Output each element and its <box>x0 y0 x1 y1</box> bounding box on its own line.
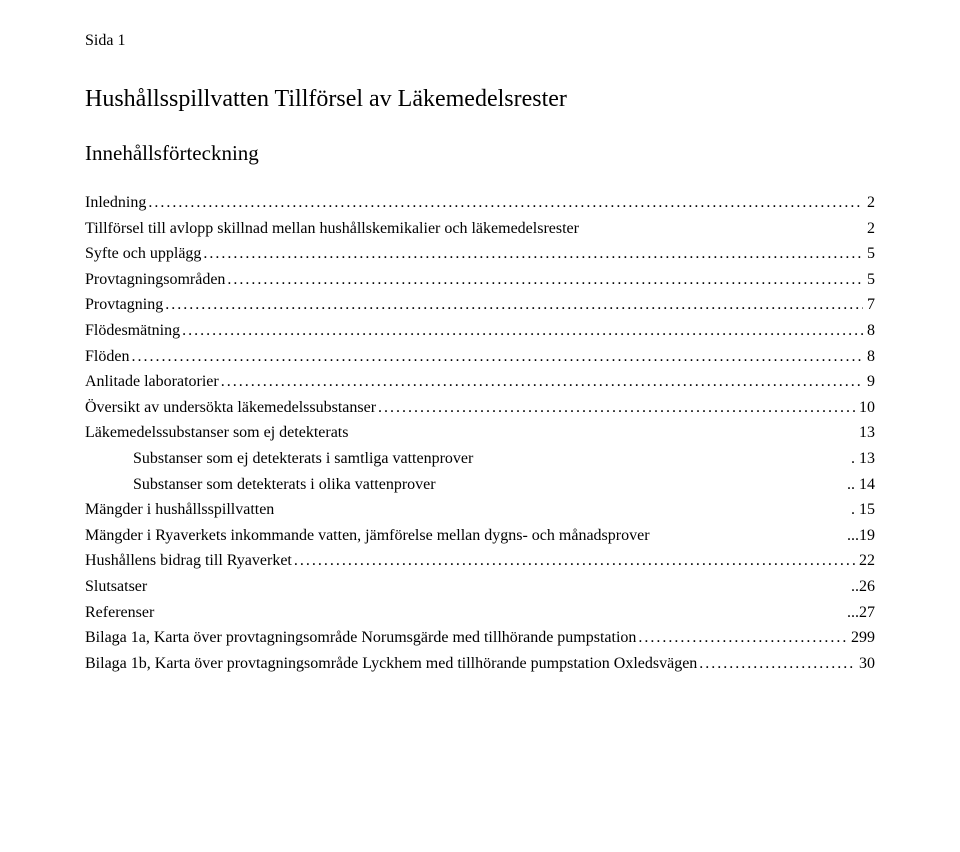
toc-entry: Tillförsel till avlopp skillnad mellan h… <box>85 216 875 242</box>
toc-heading: Innehållsförteckning <box>85 141 875 166</box>
toc-entry-label: Bilaga 1b, Karta över provtagningsområde… <box>85 651 697 677</box>
toc-leader <box>182 318 863 344</box>
toc-entry: Substanser som ej detekterats i samtliga… <box>85 446 875 472</box>
toc-entry-label: Substanser som ej detekterats i samtliga… <box>133 446 473 472</box>
toc-leader <box>165 292 863 318</box>
toc-entry: Flöden 8 <box>85 344 875 370</box>
toc-leader <box>156 600 843 626</box>
toc-entry: Slutsatser ..26 <box>85 574 875 600</box>
toc-entry-label: Syfte och upplägg <box>85 241 201 267</box>
toc-entry: Hushållens bidrag till Ryaverket 22 <box>85 548 875 574</box>
toc-leader <box>148 190 863 216</box>
toc-leader <box>652 523 843 549</box>
toc-leader <box>294 548 855 574</box>
toc-entry-label: Referenser <box>85 600 154 626</box>
toc-entry-page: 22 <box>857 548 875 574</box>
toc-leader <box>350 420 855 446</box>
toc-entry: Flödesmätning 8 <box>85 318 875 344</box>
toc-entry-label: Mängder i Ryaverkets inkommande vatten, … <box>85 523 650 549</box>
toc-entry-label: Anlitade laboratorier <box>85 369 219 395</box>
toc-leader <box>378 395 855 421</box>
toc-entry-page: . 13 <box>849 446 875 472</box>
toc-entry: Provtagning 7 <box>85 292 875 318</box>
toc-leader <box>699 651 855 677</box>
toc-entry-page: 8 <box>865 318 875 344</box>
toc-entry: Översikt av undersökta läkemedelssubstan… <box>85 395 875 421</box>
toc-leader <box>475 446 847 472</box>
toc-entry-label: Substanser som detekterats i olika vatte… <box>133 472 436 498</box>
toc-entry-page: ...27 <box>845 600 875 626</box>
toc-entry-page: 2 <box>865 216 875 242</box>
toc-entry: Mängder i Ryaverkets inkommande vatten, … <box>85 523 875 549</box>
toc-entry-page: .. 14 <box>845 472 875 498</box>
toc-entry: Syfte och upplägg 5 <box>85 241 875 267</box>
document-title: Hushållsspillvatten Tillförsel av Läkeme… <box>85 86 875 113</box>
toc-entry-page: 30 <box>857 651 875 677</box>
toc-entry-page: 13 <box>857 420 875 446</box>
toc-leader <box>221 369 863 395</box>
toc-leader <box>276 497 847 523</box>
toc-entry-label: Flödesmätning <box>85 318 180 344</box>
toc-entry-label: Läkemedelssubstanser som ej detekterats <box>85 420 348 446</box>
toc-entry: Substanser som detekterats i olika vatte… <box>85 472 875 498</box>
toc-entry: Inledning 2 <box>85 190 875 216</box>
table-of-contents: Inledning 2Tillförsel till avlopp skilln… <box>85 190 875 676</box>
toc-entry-page: 8 <box>865 344 875 370</box>
toc-entry: Läkemedelssubstanser som ej detekterats … <box>85 420 875 446</box>
toc-leader <box>227 267 863 293</box>
toc-entry-label: Flöden <box>85 344 129 370</box>
toc-entry-page: . 15 <box>849 497 875 523</box>
toc-leader <box>203 241 863 267</box>
toc-entry-label: Tillförsel till avlopp skillnad mellan h… <box>85 216 579 242</box>
toc-entry-label: Slutsatser <box>85 574 147 600</box>
toc-entry-page: 7 <box>865 292 875 318</box>
toc-entry: Mängder i hushållsspillvatten . 15 <box>85 497 875 523</box>
toc-entry-page: 5 <box>865 267 875 293</box>
toc-entry-label: Översikt av undersökta läkemedelssubstan… <box>85 395 376 421</box>
toc-leader <box>581 216 863 242</box>
toc-entry-label: Hushållens bidrag till Ryaverket <box>85 548 292 574</box>
toc-entry-label: Mängder i hushållsspillvatten <box>85 497 274 523</box>
toc-entry: Provtagningsområden 5 <box>85 267 875 293</box>
toc-leader <box>149 574 847 600</box>
toc-entry-label: Provtagningsområden <box>85 267 225 293</box>
toc-entry-label: Bilaga 1a, Karta över provtagningsområde… <box>85 625 636 651</box>
page-number-label: Sida 1 <box>85 32 875 50</box>
toc-entry-page: ...19 <box>845 523 875 549</box>
toc-entry-page: 9 <box>865 369 875 395</box>
toc-entry: Bilaga 1b, Karta över provtagningsområde… <box>85 651 875 677</box>
toc-entry-page: 2 <box>865 190 875 216</box>
toc-entry-page: 5 <box>865 241 875 267</box>
toc-entry: Anlitade laboratorier 9 <box>85 369 875 395</box>
toc-entry-label: Inledning <box>85 190 146 216</box>
toc-entry-page: 299 <box>849 625 875 651</box>
toc-leader <box>638 625 847 651</box>
toc-entry-label: Provtagning <box>85 292 163 318</box>
toc-entry-page: 10 <box>857 395 875 421</box>
toc-entry: Referenser ...27 <box>85 600 875 626</box>
toc-leader <box>438 472 843 498</box>
toc-entry: Bilaga 1a, Karta över provtagningsområde… <box>85 625 875 651</box>
toc-leader <box>131 344 863 370</box>
toc-entry-page: ..26 <box>849 574 875 600</box>
